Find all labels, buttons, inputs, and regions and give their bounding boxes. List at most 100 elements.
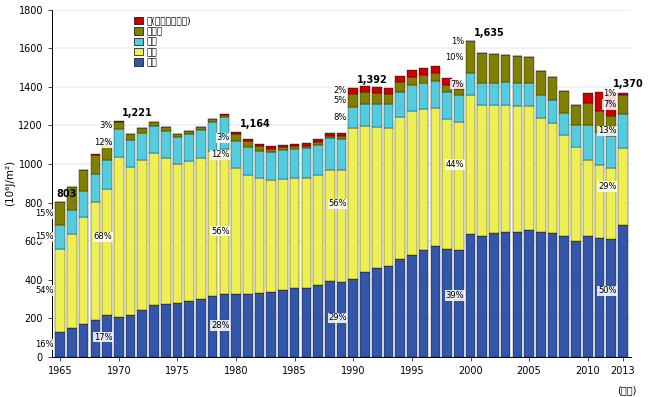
Bar (571, 146, 581, 241)
Bar (548, 233, 557, 357)
Text: 29%: 29% (328, 314, 347, 322)
Bar (442, 78, 452, 85)
Bar (595, 111, 604, 132)
Text: 50%: 50% (598, 286, 616, 295)
Bar (583, 93, 593, 103)
Bar (595, 238, 604, 357)
Bar (442, 119, 452, 249)
Bar (67, 187, 77, 210)
Text: 803: 803 (57, 189, 77, 198)
Bar (266, 152, 276, 180)
Bar (243, 294, 253, 357)
Bar (185, 301, 194, 357)
Bar (255, 146, 265, 151)
Bar (489, 54, 499, 83)
Bar (302, 146, 311, 148)
Bar (313, 139, 323, 142)
Bar (302, 148, 311, 178)
Bar (419, 250, 428, 357)
Bar (548, 100, 557, 123)
Text: 1,370: 1,370 (614, 79, 644, 89)
Bar (595, 93, 604, 111)
Bar (137, 310, 147, 357)
Bar (360, 92, 370, 104)
Text: 2%: 2% (333, 86, 347, 95)
Bar (196, 129, 205, 158)
Bar (55, 202, 65, 225)
Bar (231, 294, 241, 357)
Bar (419, 109, 428, 250)
Bar (67, 210, 77, 234)
Bar (571, 125, 581, 146)
Bar (454, 95, 463, 121)
Bar (618, 93, 628, 95)
Bar (337, 282, 346, 357)
Text: 7%: 7% (603, 100, 616, 109)
Bar (442, 92, 452, 119)
Bar (302, 178, 311, 287)
Bar (255, 178, 265, 293)
Bar (290, 144, 300, 146)
Y-axis label: (10⁶J/m²): (10⁶J/m²) (6, 160, 16, 206)
Bar (290, 289, 300, 357)
Bar (501, 105, 510, 231)
Bar (114, 121, 124, 129)
Bar (325, 170, 335, 281)
Bar (196, 158, 205, 299)
Text: 15%: 15% (35, 209, 54, 218)
Bar (348, 107, 358, 129)
Bar (79, 170, 88, 191)
Bar (536, 118, 545, 231)
Bar (419, 68, 428, 75)
Bar (102, 141, 112, 160)
Bar (372, 104, 382, 127)
Bar (372, 87, 382, 93)
Bar (477, 236, 487, 357)
Text: 1%: 1% (451, 37, 464, 46)
Bar (278, 145, 288, 147)
Bar (430, 246, 440, 357)
Text: 1,635: 1,635 (474, 28, 505, 38)
Bar (513, 83, 522, 106)
Bar (243, 175, 253, 294)
Bar (266, 146, 276, 148)
Bar (55, 249, 65, 332)
Bar (266, 148, 276, 152)
Bar (67, 234, 77, 328)
Text: 54%: 54% (35, 286, 54, 295)
Bar (90, 202, 100, 320)
Legend: 熱(地熱・太陽熱), 石炭他, ガス, 石油, 電力: 熱(地熱・太陽熱), 石炭他, ガス, 石油, 電力 (132, 14, 194, 70)
Bar (125, 167, 135, 314)
Bar (325, 281, 335, 357)
Bar (137, 133, 147, 160)
Bar (501, 54, 510, 82)
Bar (348, 279, 358, 357)
Bar (220, 117, 229, 148)
Bar (407, 255, 417, 357)
Bar (560, 113, 569, 135)
Bar (477, 105, 487, 236)
Bar (161, 158, 170, 304)
Bar (465, 234, 475, 357)
Bar (208, 119, 217, 121)
Bar (325, 139, 335, 170)
Bar (525, 83, 534, 106)
Bar (114, 129, 124, 157)
Text: 1,164: 1,164 (240, 119, 270, 129)
Bar (137, 128, 147, 133)
Bar (196, 127, 205, 129)
Bar (313, 145, 323, 175)
Text: 56%: 56% (211, 227, 229, 236)
Bar (55, 225, 65, 249)
Text: 28%: 28% (211, 321, 229, 330)
Bar (525, 106, 534, 229)
Bar (208, 151, 217, 296)
Bar (255, 144, 265, 146)
Bar (255, 151, 265, 178)
Bar (149, 126, 159, 153)
Bar (571, 241, 581, 357)
Bar (313, 142, 323, 145)
Bar (173, 137, 182, 164)
Text: 68%: 68% (94, 232, 112, 241)
Text: 12%: 12% (94, 138, 112, 147)
